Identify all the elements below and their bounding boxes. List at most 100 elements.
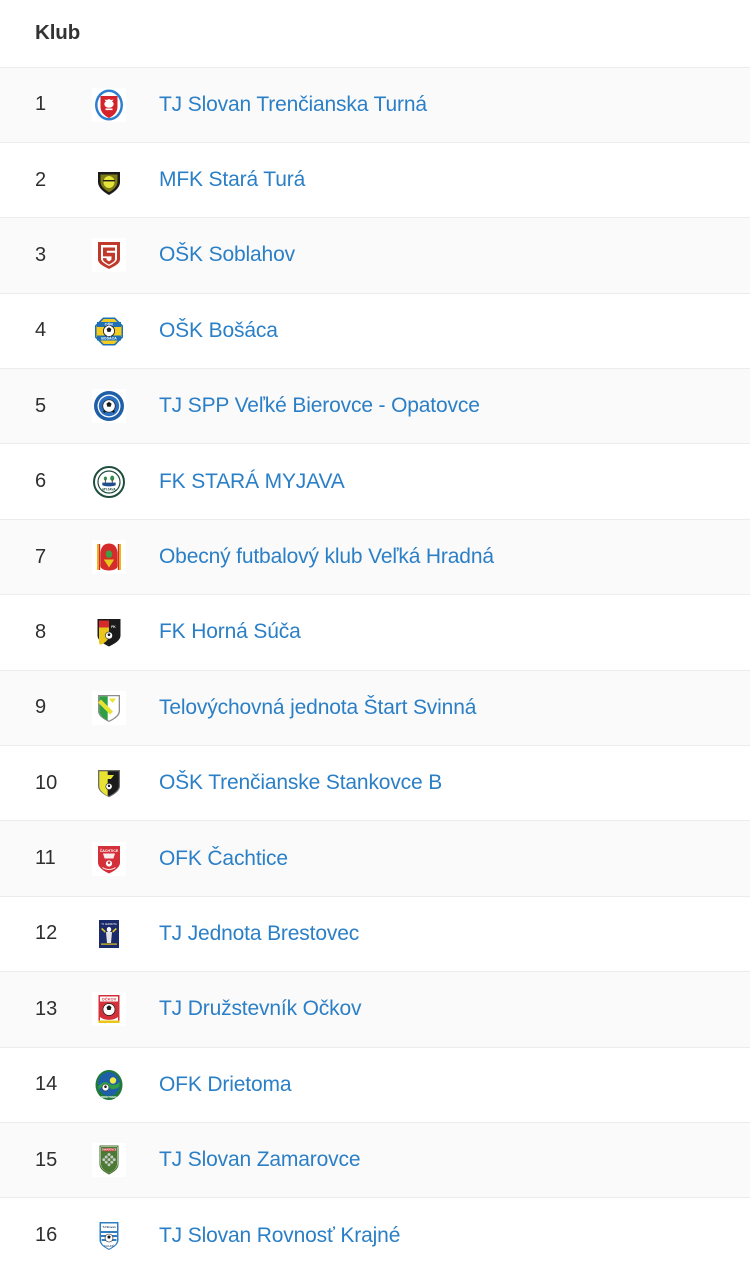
table-header-row: Klub xyxy=(0,0,750,67)
svg-text:MYJAVA: MYJAVA xyxy=(102,487,116,491)
club-logo-cell xyxy=(78,142,140,217)
club-name-link[interactable]: Obecný futbalový klub Veľká Hradná xyxy=(159,545,494,569)
club-logo-cell: DRIETOMA xyxy=(78,1047,140,1122)
table-row[interactable]: 10 OŠK Trenčianske Stankovce B xyxy=(0,745,750,821)
club-name-link[interactable]: TJ Slovan Zamarovce xyxy=(159,1148,361,1172)
table-row[interactable]: 7 Obecný futbalový klub Veľká Hradná xyxy=(0,519,750,595)
club-name-link[interactable]: FK Horná Súča xyxy=(159,620,301,644)
club-name-link[interactable]: TJ Jednota Brestovec xyxy=(159,921,360,945)
club-name-link[interactable]: MFK Stará Turá xyxy=(159,168,306,192)
svg-text:KRAJNÉ: KRAJNÉ xyxy=(104,1243,115,1248)
crest-osk-bosaca-icon: OŠK BOŠÁCA xyxy=(92,313,126,348)
rank-cell: 14 xyxy=(35,1073,58,1096)
rank-cell: 2 xyxy=(35,168,47,191)
club-name-cell: TJ SPP Veľké Bierovce - Opatovce xyxy=(140,369,750,444)
rank-cell: 16 xyxy=(35,1224,58,1247)
svg-text:TJ Slovan: TJ Slovan xyxy=(102,1225,116,1229)
rank-cell: 9 xyxy=(35,696,47,719)
crest-ofk-drietoma-icon: DRIETOMA xyxy=(92,1067,126,1102)
club-name-link[interactable]: OŠK Bošáca xyxy=(159,318,278,342)
club-logo-cell xyxy=(78,670,140,745)
crest-tj-slovan-rovnost-krajne-icon: TJ Slovan KRAJNÉ xyxy=(92,1218,126,1253)
club-name-cell: OŠK Bošáca xyxy=(140,293,750,368)
table-row[interactable]: 5 TJ SPP Veľké Bierovce - Opatovce xyxy=(0,368,750,444)
crest-mfk-stara-tura-icon xyxy=(92,163,126,198)
crest-fk-stara-myjava-icon: MYJAVA xyxy=(92,464,126,499)
table-row[interactable]: 11 ČACHTICE OFK Čachtice xyxy=(0,820,750,897)
crest-tj-slovan-trencianska-turna-icon xyxy=(92,87,126,122)
crest-tj-jednota-brestovec-icon: TJ JEDNOTA xyxy=(92,916,126,951)
club-name-link[interactable]: TJ Družstevník Očkov xyxy=(159,997,362,1021)
club-logo-cell: ZAMAROVCE xyxy=(78,1122,140,1197)
club-name-link[interactable]: OŠK Soblahov xyxy=(159,243,295,267)
club-logo-cell: TJ JEDNOTA xyxy=(78,896,140,971)
table-row[interactable]: 14 DRIETOMA OFK Drietoma xyxy=(0,1047,750,1123)
crest-tj-start-svinna-icon xyxy=(92,690,126,725)
rank-cell: 10 xyxy=(35,771,58,794)
club-name-cell: OŠK Soblahov xyxy=(140,218,750,293)
club-name-link[interactable]: FK STARÁ MYJAVA xyxy=(159,469,345,493)
svg-text:TJ JEDNOTA: TJ JEDNOTA xyxy=(101,922,117,926)
table-row[interactable]: 15 ZAMAROVCE TJ Slovan Zamarovce xyxy=(0,1122,750,1198)
table-row[interactable]: 16 TJ Slovan KRAJNÉ TJ Slovan Rovnosť Krajn… xyxy=(0,1197,750,1274)
svg-text:OŠK: OŠK xyxy=(105,321,114,326)
table-row[interactable]: 9 Telovýchovná jednota Štart Svinná xyxy=(0,670,750,746)
club-logo-cell: OŠK BOŠÁCA xyxy=(78,293,140,368)
club-logo-cell: MYJAVA xyxy=(78,444,140,519)
svg-text:DRIETOMA: DRIETOMA xyxy=(101,1095,118,1099)
crest-tj-slovan-zamarovce-icon: ZAMAROVCE xyxy=(92,1143,126,1178)
table-row[interactable]: 12 TJ JEDNOTA TJ Jednota Brestovec xyxy=(0,896,750,972)
club-logo-cell xyxy=(78,369,140,444)
club-name-cell: TJ Slovan Zamarovce xyxy=(140,1122,750,1197)
club-name-cell: MFK Stará Turá xyxy=(140,142,750,217)
club-logo-cell xyxy=(78,218,140,293)
svg-text:ZAMAROVCE: ZAMAROVCE xyxy=(102,1149,117,1152)
club-name-cell: OFK Drietoma xyxy=(140,1047,750,1122)
rank-cell: 15 xyxy=(35,1148,58,1171)
club-logo-cell xyxy=(78,519,140,594)
table-row[interactable]: 13 OČKOV TJ Družstevník Očkov xyxy=(0,971,750,1048)
crest-osk-trencianske-stankovce-b-icon xyxy=(92,766,126,801)
table-row[interactable]: 6 MYJAVA FK STARÁ MYJAVA xyxy=(0,443,750,520)
club-name-cell: TJ Družstevník Očkov xyxy=(140,972,750,1047)
rank-cell: 1 xyxy=(35,93,47,116)
rank-cell: 3 xyxy=(35,243,47,266)
club-name-link[interactable]: TJ Slovan Rovnosť Krajné xyxy=(159,1223,401,1247)
rank-cell: 6 xyxy=(35,470,47,493)
rank-cell: 8 xyxy=(35,620,47,643)
crest-tj-spp-velke-bierovce-opatovce-icon xyxy=(92,389,126,424)
rank-cell: 4 xyxy=(35,319,47,342)
crest-ofk-velka-hradna-icon xyxy=(92,540,126,575)
club-logo-cell xyxy=(78,746,140,821)
club-rows-body: 1 TJ Slovan Trenčianska Turná 2 MFK Stará T… xyxy=(0,67,750,1274)
rank-cell: 13 xyxy=(35,997,58,1020)
crest-fk-horna-suca-icon: FK xyxy=(92,615,126,650)
club-name-cell: FK STARÁ MYJAVA xyxy=(140,444,750,519)
club-name-link[interactable]: OFK Drietoma xyxy=(159,1072,292,1096)
table-row[interactable]: 3 OŠK Soblahov xyxy=(0,217,750,294)
table-row[interactable]: 4 OŠK BOŠÁCA OŠK Bošáca xyxy=(0,293,750,369)
svg-text:BOŠÁCA: BOŠÁCA xyxy=(101,335,117,340)
club-name-link[interactable]: TJ SPP Veľké Bierovce - Opatovce xyxy=(159,394,480,418)
club-name-link[interactable]: OŠK Trenčianske Stankovce B xyxy=(159,771,443,795)
club-logo-cell xyxy=(78,67,140,142)
rank-cell: 11 xyxy=(35,847,56,870)
club-name-cell: FK Horná Súča xyxy=(140,595,750,670)
club-name-link[interactable]: OFK Čachtice xyxy=(159,846,288,870)
table-row[interactable]: 2 MFK Stará Turá xyxy=(0,142,750,218)
svg-text:OČKOV: OČKOV xyxy=(102,997,117,1002)
club-name-cell: OFK Čachtice xyxy=(140,821,750,896)
svg-text:FK: FK xyxy=(111,625,116,629)
club-name-link[interactable]: Telovýchovná jednota Štart Svinná xyxy=(159,695,477,719)
crest-tj-druzstevnik-ockov-icon: OČKOV xyxy=(92,992,126,1027)
svg-text:ČACHTICE: ČACHTICE xyxy=(100,848,119,853)
club-name-link[interactable]: TJ Slovan Trenčianska Turná xyxy=(159,92,427,116)
table-row[interactable]: 8 FK FK Horná Súča xyxy=(0,594,750,671)
rank-cell: 7 xyxy=(35,545,47,568)
club-name-cell: TJ Jednota Brestovec xyxy=(140,896,750,971)
rank-cell: 12 xyxy=(35,922,58,945)
table-row[interactable]: 1 TJ Slovan Trenčianska Turná xyxy=(0,67,750,143)
column-header-club: Klub xyxy=(35,21,81,45)
club-name-cell: TJ Slovan Rovnosť Krajné xyxy=(140,1198,750,1273)
